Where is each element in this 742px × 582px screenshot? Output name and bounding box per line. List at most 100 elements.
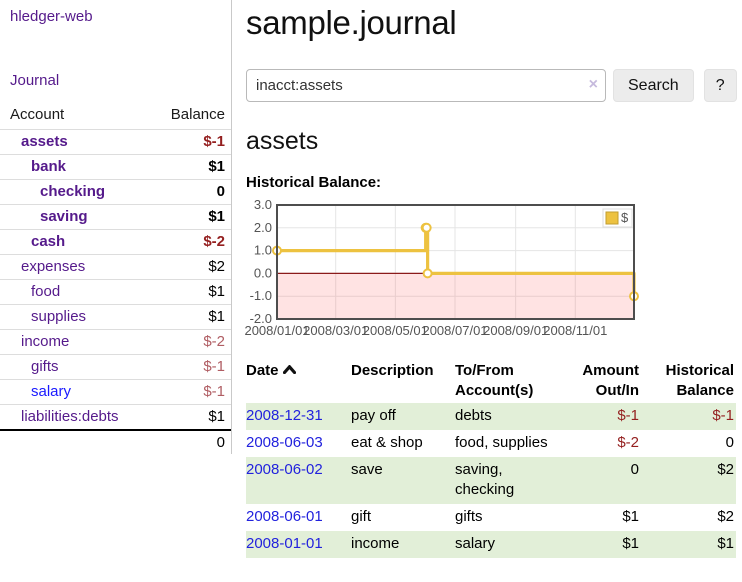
accounts-header-balance: Balance — [170, 106, 225, 123]
svg-text:0.0: 0.0 — [254, 265, 272, 280]
account-link-cash[interactable]: cash — [31, 233, 66, 250]
account-link-income[interactable]: income — [21, 333, 70, 350]
account-link-checking[interactable]: checking — [40, 183, 106, 200]
account-row: expenses $2 — [0, 254, 231, 280]
account-balance: $-1 — [158, 129, 231, 155]
register-description-cell: income — [346, 531, 450, 558]
accounts-header-row: Account Balance — [0, 101, 231, 130]
register-date-cell: 2008-06-01 — [246, 504, 346, 531]
date-link[interactable]: 2008-12-31 — [246, 407, 323, 424]
register-col-description: Description — [351, 362, 434, 379]
account-row: income $-2 — [0, 329, 231, 355]
account-link-saving[interactable]: saving — [40, 208, 88, 225]
svg-text:1.0: 1.0 — [254, 243, 272, 258]
register-balance-cell: $1 — [644, 531, 736, 558]
date-link[interactable]: 2008-06-01 — [246, 508, 323, 525]
app-title-link[interactable]: hledger-web — [10, 8, 93, 25]
account-balance: $-1 — [158, 354, 231, 380]
register-amount-cell: $1 — [622, 508, 639, 525]
account-row: checking 0 — [0, 179, 231, 205]
register-row: 2008-01-01 income salary $1 $1 — [246, 531, 736, 558]
svg-text:2008/09/01: 2008/09/01 — [483, 323, 548, 338]
register-col-historical-balance: Historical Balance — [665, 362, 734, 399]
account-cell: assets — [0, 129, 158, 155]
account-balance: $1 — [158, 154, 231, 180]
register-date-cell: 2008-06-03 — [246, 430, 346, 457]
chart-legend: $ — [602, 208, 633, 228]
balance-chart: $3.0 2.0 1.0 0.0 -1.0 -2.0 2008/01/01 2008/03/0… — [244, 197, 640, 343]
negative-region — [277, 273, 634, 319]
help-button[interactable]: ? — [703, 69, 737, 102]
svg-text:2008/05/01: 2008/05/01 — [363, 323, 428, 338]
register-amount-cell: 0 — [562, 457, 644, 504]
register-col-date[interactable]: Date — [246, 359, 346, 403]
register-balance-cell: $2 — [644, 457, 736, 504]
account-link-assets[interactable]: assets — [21, 133, 68, 150]
register-row: 2008-06-02 save saving, checking 0 $2 — [246, 457, 736, 504]
register-table: Date Description To/From Account(s) Amount … — [246, 359, 736, 558]
account-row: bank $1 — [0, 154, 231, 180]
chart-title: Historical Balance: — [246, 174, 382, 191]
account-cell: gifts — [0, 354, 158, 380]
date-link[interactable]: 2008-01-01 — [246, 535, 323, 552]
account-cell: food — [0, 279, 158, 305]
page-title: sample.journal — [246, 4, 457, 41]
svg-text:2008/11/01: 2008/11/01 — [543, 323, 607, 338]
register-description-cell: save — [346, 457, 450, 504]
account-link-liabilities-debts[interactable]: liabilities:debts — [21, 408, 119, 425]
account-balance: 0 — [158, 179, 231, 205]
plot-border — [276, 204, 635, 320]
x-axis-labels: 2008/01/012008/03/012008/05/012008/07/01… — [244, 323, 607, 338]
account-link-gifts[interactable]: gifts — [31, 358, 59, 375]
legend-swatch-icon — [605, 211, 619, 225]
account-link-expenses[interactable]: expenses — [21, 258, 86, 275]
register-accounts-cell: food, supplies — [455, 434, 548, 451]
account-row: supplies $1 — [0, 304, 231, 330]
register-date-cell: 2008-06-02 — [246, 457, 346, 504]
register-balance-cell: $2 — [717, 508, 734, 525]
legend-label: $ — [621, 210, 629, 225]
svg-text:2008/01/01: 2008/01/01 — [244, 323, 309, 338]
register-amount-cell: $1 — [562, 531, 644, 558]
register-description-cell: eat & shop — [351, 434, 423, 451]
account-cell: cash — [0, 229, 158, 255]
account-row: gifts $-1 — [0, 354, 231, 380]
sort-asc-icon — [282, 365, 296, 374]
data-point-markers — [272, 222, 639, 302]
register-header-row: Date Description To/From Account(s) Amount … — [246, 359, 736, 403]
svg-text:-2.0: -2.0 — [250, 311, 272, 326]
account-link-supplies[interactable]: supplies — [31, 308, 87, 325]
date-link[interactable]: 2008-06-02 — [246, 461, 323, 478]
register-row: 2008-12-31 pay off debts $-1 $-1 — [246, 403, 736, 430]
svg-text:3.0: 3.0 — [254, 197, 272, 212]
register-amount-cell: $-2 — [617, 434, 639, 451]
search-box: × — [246, 69, 606, 102]
date-link[interactable]: 2008-06-03 — [246, 434, 323, 451]
account-row: assets $-1 — [0, 129, 231, 155]
account-cell: checking — [0, 179, 158, 205]
account-link-food[interactable]: food — [31, 283, 61, 300]
accounts-total-row: 0 — [0, 429, 231, 455]
chart-canvas: $3.0 2.0 1.0 0.0 -1.0 -2.02008/01/012008/03/0… — [244, 197, 639, 338]
register-date-cell: 2008-01-01 — [246, 531, 346, 558]
account-balance: $1 — [158, 304, 231, 330]
register-balance-cell: 0 — [725, 434, 734, 451]
search-input[interactable] — [246, 69, 606, 102]
sidebar: hledger-web Journal Account Balance asse… — [0, 0, 232, 455]
clear-search-icon[interactable]: × — [588, 76, 598, 93]
account-link-bank[interactable]: bank — [31, 158, 67, 175]
search-button[interactable]: Search — [613, 69, 694, 102]
search-form: × Search ? — [246, 69, 742, 102]
y-axis-labels: 3.0 2.0 1.0 0.0 -1.0 -2.0 — [250, 197, 272, 326]
register-col-to-from-account-s-: To/From Account(s) — [455, 362, 534, 399]
account-row: food $1 — [0, 279, 231, 305]
register-col-amount-out-in: Amount Out/In — [582, 362, 639, 399]
account-row: cash $-2 — [0, 229, 231, 255]
account-link-salary[interactable]: salary — [31, 383, 72, 400]
accounts-header-account: Account — [10, 106, 65, 123]
accounts-total-balance: 0 — [158, 429, 231, 455]
account-row: salary $-1 — [0, 379, 231, 405]
register-description-cell: pay off — [346, 403, 450, 430]
nav-journal-link[interactable]: Journal — [10, 72, 60, 89]
account-balance: $1 — [158, 404, 231, 430]
